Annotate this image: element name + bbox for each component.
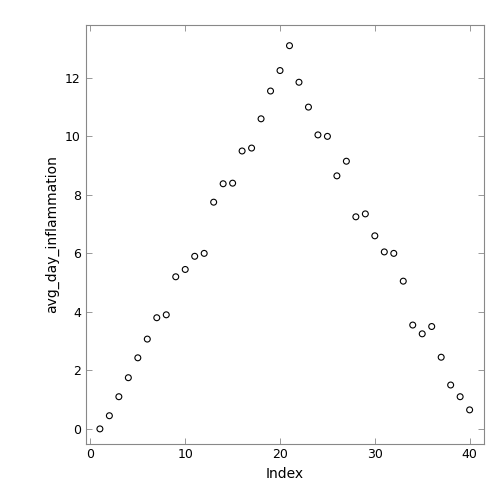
Point [219,180,227,188]
Point [399,277,407,285]
Point [342,157,350,165]
Point [456,393,464,401]
Point [105,412,113,420]
Point [191,253,199,261]
Point [267,87,275,95]
Point [153,313,161,322]
Point [418,330,426,338]
Point [247,144,256,152]
Point [276,67,284,75]
Point [428,323,436,331]
Point [304,103,312,111]
Point [257,115,265,123]
Point [390,249,398,258]
Point [295,78,303,86]
Point [314,131,322,139]
Point [285,42,293,50]
Point [143,335,151,343]
Y-axis label: avg_day_inflammation: avg_day_inflammation [45,155,59,313]
Point [134,354,142,362]
Point [162,311,170,319]
Point [181,266,190,274]
Point [361,210,369,218]
Point [210,198,218,206]
Point [371,232,379,240]
Point [96,425,104,433]
Point [352,213,360,221]
Point [172,273,180,281]
Point [409,321,417,329]
Point [324,133,332,141]
Point [380,248,388,256]
Point [115,393,123,401]
Point [238,147,246,155]
Point [200,249,208,258]
Point [466,406,474,414]
Point [437,353,445,361]
Point [447,381,455,389]
Point [229,179,237,187]
X-axis label: Index: Index [266,467,304,481]
Point [124,373,133,382]
Point [333,172,341,180]
